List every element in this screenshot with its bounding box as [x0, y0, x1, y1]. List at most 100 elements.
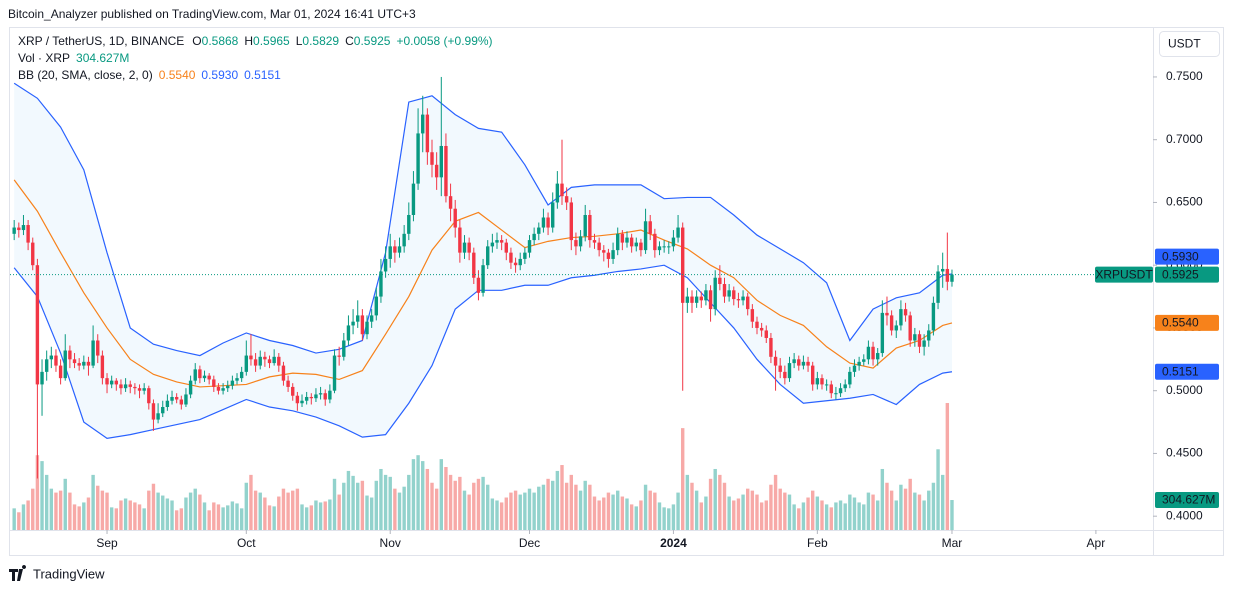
volume-bar	[551, 480, 555, 530]
volume-bar	[560, 465, 564, 530]
candle-body	[21, 225, 26, 231]
volume-bar	[889, 490, 894, 530]
volume-bar	[917, 494, 922, 530]
volume-bar	[179, 508, 184, 530]
volume-bar	[736, 498, 741, 530]
volume-bar	[885, 482, 889, 530]
open-value: 0.5868	[202, 34, 239, 48]
volume-bar	[857, 502, 861, 530]
volume-bar	[249, 474, 253, 530]
volume-bar	[184, 497, 188, 530]
volume-bar	[453, 480, 457, 530]
volume-bar	[346, 470, 351, 530]
volume-bar	[806, 497, 810, 530]
volume-bar	[727, 496, 731, 530]
volume-bar	[810, 490, 815, 530]
currency-button[interactable]: USDT	[1159, 31, 1220, 57]
candle-body	[26, 225, 30, 243]
volume-bar	[82, 502, 86, 530]
candle-body	[462, 242, 467, 253]
volume-bar	[68, 492, 72, 530]
volume-bar	[212, 502, 216, 530]
bb-lower-label-box	[1155, 363, 1219, 380]
candle-body	[606, 252, 611, 259]
volume-bar	[239, 508, 244, 530]
volume-bar	[63, 478, 67, 530]
volume-bar	[369, 497, 374, 530]
candle-body	[848, 371, 852, 385]
volume-bar	[597, 500, 601, 530]
candle-body	[119, 384, 123, 389]
candle-body	[416, 133, 420, 184]
symbol: XRP / TetherUS, 1D, BINANCE	[18, 34, 184, 48]
candle-body	[592, 240, 597, 243]
candle-body	[216, 386, 221, 391]
candle-body	[718, 277, 722, 285]
volume-bar	[356, 482, 360, 530]
candle-body	[439, 145, 443, 178]
volume-bar	[286, 492, 290, 530]
volume-bar	[657, 502, 662, 530]
volume-bar	[434, 488, 439, 530]
volume-bar	[704, 496, 708, 530]
volume-bar	[207, 510, 211, 530]
volume-bar	[86, 497, 91, 530]
candle-body	[188, 380, 193, 395]
volume-bar	[616, 490, 620, 530]
candle-body	[653, 233, 657, 251]
volume-bar	[495, 500, 499, 530]
candle-body	[852, 365, 857, 372]
candle-body	[885, 312, 889, 316]
candle-body	[393, 246, 397, 253]
volume-bar	[639, 500, 643, 530]
candle-body	[472, 252, 476, 278]
candle-body	[523, 252, 527, 259]
volume-bar	[439, 459, 443, 530]
volume-bar	[606, 492, 611, 530]
volume-bar	[588, 484, 592, 530]
volume-bar	[643, 484, 648, 530]
candle-body	[787, 363, 792, 379]
candle-body	[917, 334, 922, 347]
candle-body	[564, 196, 569, 203]
candle-body	[156, 413, 160, 420]
volume-bar	[523, 492, 527, 530]
volume-bar	[848, 494, 852, 530]
candle-body	[820, 378, 824, 385]
volume-bar	[922, 500, 926, 530]
candle-body	[49, 355, 54, 360]
candle-body	[875, 353, 880, 360]
volume-bar	[564, 482, 569, 530]
candle-body	[165, 400, 170, 408]
candle-body	[198, 369, 202, 379]
volume-bar	[291, 490, 295, 530]
candle-body	[481, 265, 485, 293]
x-tick-label: Dec	[519, 536, 540, 550]
candle-body	[72, 359, 77, 364]
candle-body	[425, 114, 430, 153]
volume-bar	[188, 492, 193, 530]
volume-bar	[137, 504, 142, 530]
candle-body	[235, 378, 239, 381]
volume-bar	[513, 490, 518, 530]
volume-bar	[277, 496, 281, 530]
currency-button-label[interactable]: USDT	[1168, 37, 1201, 51]
volume-bar	[328, 499, 332, 530]
volume-bar	[583, 480, 587, 530]
candle-body	[866, 346, 871, 360]
volume-bar	[950, 500, 954, 530]
candle-body	[40, 371, 44, 385]
x-tick-label: Oct	[237, 536, 256, 550]
volume-bar	[170, 500, 174, 530]
candle-body	[671, 237, 676, 247]
candle-body	[356, 315, 360, 322]
candle-body	[569, 202, 573, 241]
volume-bar	[402, 486, 406, 530]
candle-body	[309, 396, 314, 399]
currency-button-box[interactable]	[1159, 31, 1220, 57]
candle-body	[360, 315, 365, 335]
bb-upper-label: 0.5930	[1162, 249, 1199, 263]
volume-bar	[425, 468, 430, 530]
candle-body	[611, 250, 615, 259]
candle-body	[750, 309, 755, 322]
